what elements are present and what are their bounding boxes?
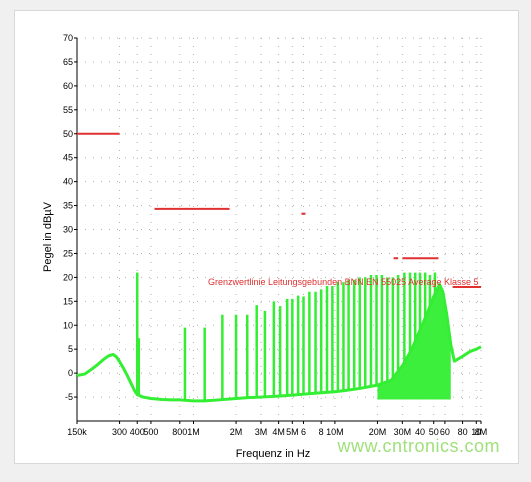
x-tick-label: 10 xyxy=(471,427,481,437)
y-tick-label: 0 xyxy=(68,368,73,378)
x-tick-label: 50 xyxy=(429,427,439,437)
x-tick-label: 400 xyxy=(130,427,145,437)
y-axis-title: Pegel in dBµV xyxy=(42,201,54,272)
series-line xyxy=(76,283,482,403)
x-tick-label: 60 xyxy=(440,427,450,437)
y-tick-label: 10 xyxy=(63,320,73,330)
x-tick-label: 3M xyxy=(255,427,268,437)
axes: -5 0 5 10 15 20 25 30 35 40 45 50 55 60 65 70 150k 300 400… xyxy=(63,33,487,437)
y-tick-label: 45 xyxy=(63,153,73,163)
y-tick-label: 70 xyxy=(63,33,73,43)
y-tick-label: 25 xyxy=(63,248,73,258)
x-tick-label: 4M xyxy=(272,427,285,437)
x-tick-label: 150k xyxy=(67,427,87,437)
y-tick-label: 55 xyxy=(63,105,73,115)
x-tick-label: 8 xyxy=(319,427,324,437)
y-tick-label: 30 xyxy=(63,225,73,235)
y-tick-label: -5 xyxy=(65,392,73,402)
y-tick-label: 40 xyxy=(63,177,73,187)
limit-annotation: Grenzwertlinie Leitungsgebunden BNN EN 5… xyxy=(208,277,479,287)
measurement-series xyxy=(76,272,482,403)
x-tick-label: 300 xyxy=(112,427,127,437)
x-tick-label: 1M xyxy=(187,427,200,437)
y-tick-label: 20 xyxy=(63,272,73,282)
y-tick-label: 5 xyxy=(68,344,73,354)
y-tick-label: 15 xyxy=(63,296,73,306)
limit-lines xyxy=(77,132,481,288)
x-tick-label: 2M xyxy=(230,427,243,437)
x-axis-title: Frequenz in Hz xyxy=(236,448,311,460)
x-tick-label: 800 xyxy=(172,427,187,437)
noise-band xyxy=(377,284,451,400)
chart-frame: -5 0 5 10 15 20 25 30 35 40 45 50 55 60 65 70 150k 300 400… xyxy=(14,10,519,464)
x-tick-label: 6 xyxy=(301,427,306,437)
y-tick-label: 50 xyxy=(63,129,73,139)
x-tick-label: 500 xyxy=(143,427,158,437)
x-tick-label: 10M xyxy=(326,427,344,437)
x-tick-label: 8M xyxy=(475,427,488,437)
y-tick-label: 35 xyxy=(63,201,73,211)
x-tick-label: 30M xyxy=(394,427,412,437)
y-tick-label: 65 xyxy=(63,57,73,67)
y-tick-label: 60 xyxy=(63,81,73,91)
x-tick-label: 20M xyxy=(369,427,387,437)
watermark: www.cntronics.com xyxy=(337,436,500,456)
emi-spectrum-chart: -5 0 5 10 15 20 25 30 35 40 45 50 55 60 65 70 150k 300 400… xyxy=(42,33,487,460)
x-tick-label: 40 xyxy=(415,427,425,437)
x-tick-label: 80 xyxy=(458,427,468,437)
x-tick-label: 5M xyxy=(286,427,299,437)
